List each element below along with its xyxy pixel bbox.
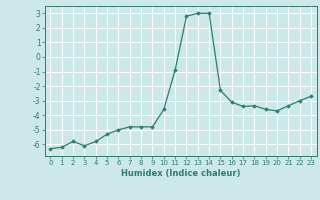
X-axis label: Humidex (Indice chaleur): Humidex (Indice chaleur)	[121, 169, 241, 178]
